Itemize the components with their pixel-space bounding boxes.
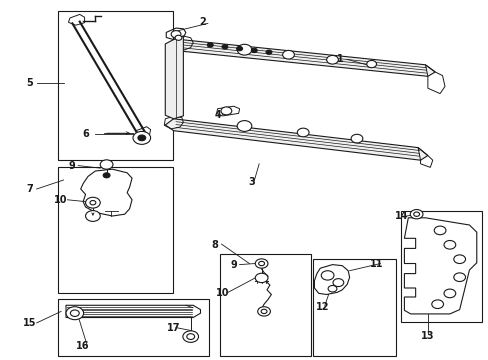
Circle shape (366, 60, 376, 68)
Bar (58, 299, 209, 356)
Text: 17: 17 (166, 323, 180, 333)
Text: 9: 9 (230, 260, 237, 270)
Polygon shape (165, 36, 183, 119)
Text: 7: 7 (26, 184, 33, 194)
Circle shape (443, 240, 455, 249)
Circle shape (443, 289, 455, 298)
Text: 10: 10 (54, 195, 68, 205)
Bar (312, 259, 395, 356)
Text: 3: 3 (248, 177, 255, 187)
Circle shape (183, 331, 198, 342)
Circle shape (453, 273, 465, 282)
Circle shape (221, 107, 231, 115)
Bar (400, 211, 481, 322)
Circle shape (433, 226, 445, 235)
Text: 2: 2 (199, 17, 206, 27)
Text: 8: 8 (211, 240, 218, 250)
Circle shape (431, 300, 443, 309)
Circle shape (237, 121, 251, 131)
Text: 14: 14 (394, 211, 408, 221)
Circle shape (100, 160, 113, 169)
Circle shape (297, 128, 308, 137)
Circle shape (350, 134, 362, 143)
Text: 4: 4 (214, 110, 221, 120)
Text: 16: 16 (76, 341, 90, 351)
Circle shape (222, 45, 227, 49)
Text: 13: 13 (420, 330, 434, 341)
Circle shape (251, 48, 257, 53)
Circle shape (207, 43, 213, 47)
Text: 12: 12 (315, 302, 329, 312)
Circle shape (138, 135, 145, 141)
Circle shape (103, 173, 110, 178)
Circle shape (66, 307, 83, 320)
Bar (220, 254, 310, 356)
Text: 11: 11 (369, 258, 383, 269)
Circle shape (236, 46, 242, 51)
Circle shape (255, 259, 267, 268)
Circle shape (85, 211, 100, 221)
Circle shape (171, 31, 181, 38)
Circle shape (237, 44, 251, 55)
Circle shape (133, 131, 150, 144)
Circle shape (175, 35, 182, 40)
Circle shape (321, 271, 333, 280)
Circle shape (332, 279, 343, 287)
Text: 9: 9 (69, 161, 76, 171)
Circle shape (409, 210, 422, 219)
Text: 10: 10 (215, 288, 229, 298)
Bar (58, 167, 172, 293)
Circle shape (326, 55, 338, 64)
Circle shape (265, 50, 271, 54)
Polygon shape (165, 119, 427, 160)
Circle shape (453, 255, 465, 264)
Circle shape (255, 273, 267, 283)
Text: 15: 15 (22, 318, 36, 328)
Text: 5: 5 (26, 78, 33, 88)
Text: 6: 6 (82, 129, 89, 139)
Circle shape (85, 197, 100, 208)
Bar (58, 11, 172, 160)
Text: 1: 1 (336, 54, 343, 64)
Circle shape (257, 307, 270, 316)
Circle shape (327, 285, 336, 292)
Polygon shape (173, 40, 434, 76)
Circle shape (282, 50, 294, 59)
